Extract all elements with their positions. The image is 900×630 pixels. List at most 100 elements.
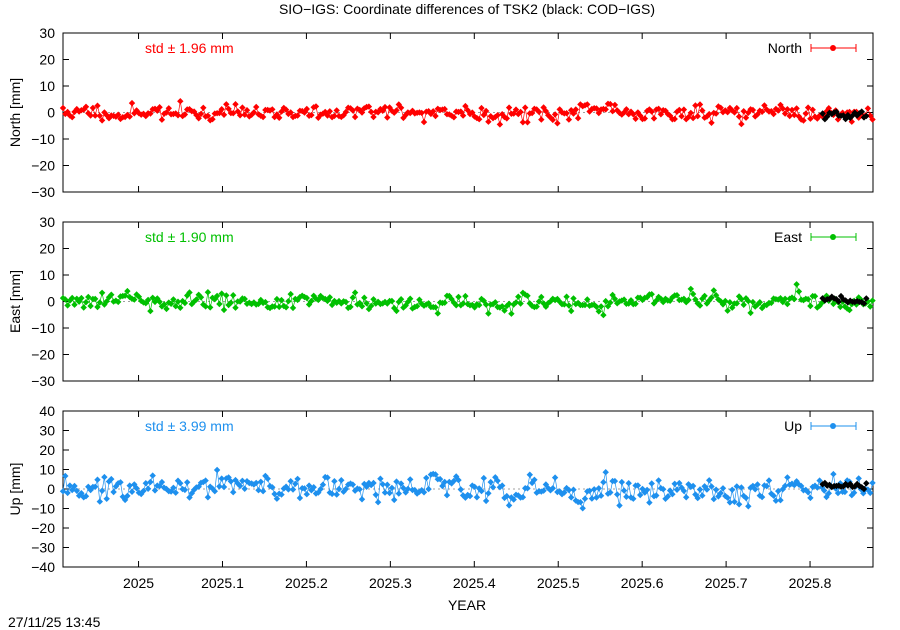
data-point-east	[170, 296, 177, 303]
data-point-east	[413, 303, 421, 310]
data-point-east	[241, 295, 248, 303]
data-point-north	[126, 113, 133, 120]
data-point-north	[572, 106, 579, 113]
cod-data-point-up	[840, 483, 847, 490]
data-point-up	[186, 494, 193, 501]
data-point-east	[492, 299, 499, 306]
data-point-north	[848, 118, 855, 125]
data-point-up	[478, 487, 485, 495]
data-point-north	[200, 104, 207, 111]
data-point-north	[733, 104, 740, 112]
data-point-east	[572, 300, 579, 308]
data-point-north	[140, 110, 147, 117]
data-point-up	[331, 478, 338, 485]
data-point-up	[349, 481, 356, 488]
data-point-up	[319, 481, 327, 488]
data-point-east	[455, 293, 462, 301]
data-point-north	[602, 106, 609, 113]
data-point-up	[450, 477, 458, 485]
data-point-up	[830, 470, 837, 478]
data-point-east	[78, 294, 85, 302]
x-tick-label: 2025.5	[537, 575, 580, 591]
data-point-up	[310, 484, 317, 491]
data-point-east	[85, 293, 92, 301]
data-point-east	[225, 301, 232, 309]
data-point-up	[531, 476, 538, 484]
data-point-east	[733, 300, 740, 307]
data-point-north	[735, 113, 743, 120]
data-point-east	[151, 298, 159, 306]
data-point-north	[800, 117, 807, 124]
data-point-east	[276, 303, 283, 311]
data-point-up	[271, 490, 278, 498]
data-point-north	[680, 106, 688, 113]
data-point-up	[499, 482, 506, 489]
data-point-up	[825, 490, 832, 497]
data-point-up	[73, 487, 80, 495]
data-point-east	[533, 303, 540, 310]
data-point-up	[338, 477, 345, 484]
data-point-up	[126, 482, 133, 489]
data-point-east	[683, 299, 690, 306]
data-point-east	[358, 303, 366, 310]
data-point-east	[59, 294, 67, 302]
data-point-east	[512, 299, 520, 306]
data-point-east	[69, 294, 76, 302]
x-tick-label: 2025.4	[453, 575, 496, 591]
data-point-up	[832, 485, 839, 492]
data-point-up	[255, 487, 262, 494]
data-point-up	[420, 489, 428, 496]
data-point-up	[579, 505, 586, 512]
data-point-north	[253, 103, 260, 111]
data-point-east	[218, 290, 225, 297]
data-point-north	[706, 110, 713, 118]
data-point-up	[62, 472, 69, 480]
data-point-up	[545, 485, 552, 492]
data-point-east	[804, 296, 812, 303]
data-point-up	[455, 476, 462, 484]
data-point-up	[784, 474, 791, 481]
data-point-up	[848, 492, 855, 499]
data-point-north	[738, 120, 745, 128]
data-point-north	[689, 114, 697, 122]
legend-label-up: Up	[784, 418, 802, 434]
data-point-up	[533, 489, 540, 496]
data-point-up	[770, 492, 777, 499]
data-point-east	[535, 298, 543, 305]
data-point-east	[763, 301, 770, 309]
data-point-up	[676, 479, 683, 487]
data-point-east	[510, 301, 517, 308]
data-point-east	[729, 304, 736, 311]
data-point-east	[706, 297, 713, 304]
data-point-north	[393, 107, 400, 114]
data-point-north	[699, 107, 706, 114]
data-point-up	[600, 479, 607, 486]
data-point-up	[565, 486, 573, 494]
data-point-north	[657, 111, 665, 118]
data-point-north	[216, 109, 223, 117]
data-point-up	[328, 490, 336, 498]
x-tick-label: 2025.8	[789, 575, 832, 591]
cod-data-point-east	[847, 297, 854, 304]
cod-data-point-north	[840, 112, 847, 119]
data-point-north	[554, 120, 561, 127]
cod-data-point-up	[828, 483, 835, 491]
data-point-north	[94, 102, 101, 109]
data-point-up	[729, 486, 736, 494]
data-point-up	[457, 486, 464, 493]
data-point-north	[430, 108, 437, 115]
data-point-east	[685, 296, 692, 304]
data-point-east	[167, 300, 175, 308]
data-point-north	[740, 108, 747, 115]
y-tick-label-north: 20	[39, 52, 55, 68]
data-point-up	[285, 486, 292, 493]
data-point-north	[775, 107, 782, 114]
data-point-north	[230, 110, 237, 117]
data-point-north	[512, 106, 520, 113]
data-point-north	[418, 109, 425, 117]
data-point-up	[742, 494, 750, 502]
data-point-up	[798, 482, 805, 490]
data-point-up	[680, 487, 688, 495]
data-point-north	[312, 103, 320, 110]
data-point-east	[303, 294, 310, 302]
